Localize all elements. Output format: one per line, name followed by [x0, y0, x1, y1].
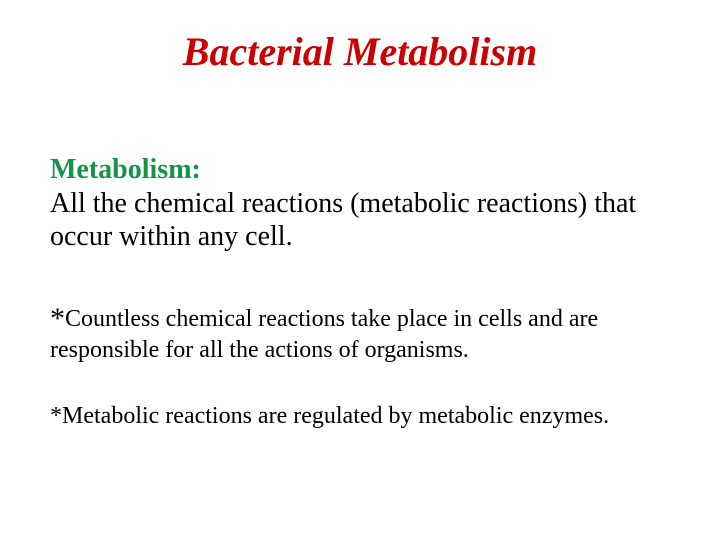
note-2: *Metabolic reactions are regulated by me…	[50, 402, 670, 431]
definition-text: All the chemical reactions (metabolic re…	[50, 187, 670, 253]
definition-block: Metabolism: All the chemical reactions (…	[50, 153, 670, 253]
note-1: *Countless chemical reactions take place…	[50, 301, 670, 365]
asterisk-icon: *	[50, 302, 65, 335]
slide-title: Bacterial Metabolism	[50, 28, 670, 75]
slide-container: Bacterial Metabolism Metabolism: All the…	[0, 0, 720, 540]
subheading: Metabolism:	[50, 153, 670, 187]
note-1-text: Countless chemical reactions take place …	[50, 306, 598, 363]
